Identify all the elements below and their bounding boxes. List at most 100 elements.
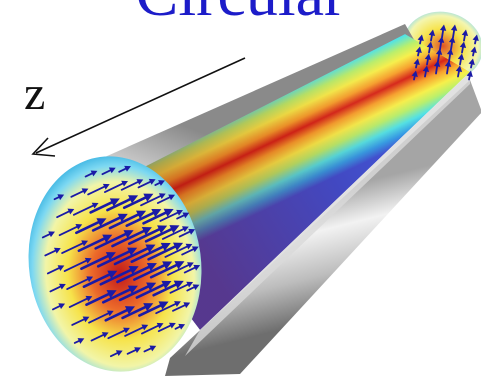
- velocity-arrow-head: [446, 48, 454, 55]
- velocity-arrow-shaft: [96, 248, 134, 268]
- velocity-arrow-head: [102, 234, 113, 243]
- velocity-arrow-head: [176, 209, 183, 216]
- velocity-arrow-shaft: [71, 318, 86, 326]
- velocity-arrow-shaft: [61, 241, 85, 255]
- velocity-arrow-head: [102, 183, 110, 190]
- velocity-arrow-head: [117, 213, 128, 222]
- velocity-arrow-head: [169, 225, 180, 234]
- velocity-arrow-shaft: [111, 228, 149, 248]
- velocity-arrow-shaft: [101, 169, 113, 176]
- velocity-arrow-head: [90, 170, 98, 177]
- velocity-arrow-shaft: [156, 196, 172, 204]
- velocity-arrow-shaft: [87, 185, 107, 196]
- velocity-arrow-head: [444, 60, 452, 67]
- velocity-arrow-shaft: [161, 227, 186, 240]
- velocity-arrow-shaft: [80, 253, 113, 271]
- velocity-arrow-head: [85, 295, 93, 302]
- velocity-arrow-head: [191, 246, 199, 253]
- velocity-arrow-shaft: [70, 189, 85, 198]
- velocity-arrow-shaft: [108, 211, 143, 230]
- velocity-arrow-head: [143, 193, 154, 202]
- velocity-arrow-head: [183, 302, 191, 309]
- velocity-arrow-shaft: [125, 210, 159, 227]
- velocity-arrow-shaft: [159, 211, 180, 222]
- velocity-arrow-head: [186, 281, 194, 288]
- velocity-arrow-head: [173, 242, 184, 251]
- velocity-arrow-head: [136, 210, 147, 219]
- pipe-wall-outer: [165, 72, 481, 376]
- velocity-arrow-shaft: [82, 271, 115, 288]
- velocity-arrow-shaft: [169, 283, 190, 294]
- velocity-arrow-shaft: [439, 40, 443, 51]
- velocity-arrow-head: [141, 227, 152, 236]
- velocity-arrow-head: [124, 306, 135, 315]
- velocity-arrow-head: [188, 228, 196, 235]
- velocity-arrow-shaft: [94, 231, 131, 250]
- velocity-arrow-shaft: [435, 64, 439, 75]
- velocity-arrow-shaft: [88, 312, 111, 324]
- velocity-arrow-shaft: [157, 324, 173, 333]
- velocity-arrow-head: [168, 194, 176, 201]
- velocity-arrow-head: [124, 165, 131, 172]
- velocity-arrow-head: [149, 345, 157, 352]
- velocity-arrow-head: [415, 46, 422, 54]
- velocity-arrow-shaft: [107, 329, 127, 340]
- velocity-arrow-head: [127, 247, 138, 256]
- front-velocity-arrows: [41, 165, 201, 358]
- velocity-arrow-shaft: [172, 303, 187, 312]
- velocity-arrow-shaft: [176, 214, 186, 220]
- velocity-arrow-shaft: [124, 326, 145, 337]
- velocity-arrow-shaft: [120, 180, 140, 191]
- z-axis-arrow: [31, 57, 246, 157]
- velocity-arrow-shaft: [441, 28, 445, 39]
- velocity-arrow-head: [426, 41, 434, 48]
- velocity-arrow-head: [450, 24, 458, 31]
- velocity-arrow-shaft: [77, 235, 110, 253]
- velocity-arrow-shaft: [137, 180, 152, 189]
- velocity-arrow-shaft: [181, 247, 196, 256]
- velocity-arrow-head: [128, 195, 139, 204]
- velocity-arrow-head: [411, 70, 418, 78]
- velocity-arrow-head: [77, 338, 85, 344]
- velocity-arrow-shaft: [72, 204, 95, 216]
- velocity-arrow-shaft: [463, 33, 467, 42]
- velocity-arrow-shaft: [155, 302, 178, 315]
- velocity-arrow-head: [115, 350, 123, 357]
- velocity-arrow-head: [158, 301, 169, 310]
- velocity-arrow-shaft: [121, 304, 151, 320]
- velocity-arrow-head: [178, 323, 186, 330]
- velocity-arrow-shaft: [85, 291, 114, 306]
- velocity-arrow-head: [146, 262, 157, 272]
- velocity-arrow-head: [82, 316, 90, 323]
- velocity-arrow-head: [128, 266, 139, 275]
- velocity-arrow-shaft: [63, 259, 89, 272]
- velocity-arrow-head: [57, 265, 65, 272]
- velocity-arrow-shaft: [452, 28, 456, 39]
- velocity-arrow-head: [468, 58, 475, 66]
- velocity-arrow-head: [146, 282, 157, 291]
- figure-title: Circular: [0, 0, 481, 26]
- velocity-arrow-shaft: [135, 281, 169, 299]
- velocity-arrow-head: [192, 284, 200, 291]
- far-velocity-arrows: [411, 24, 479, 81]
- velocity-arrow-head: [439, 24, 447, 31]
- velocity-arrow-shaft: [142, 209, 171, 225]
- velocity-arrow-shaft: [428, 45, 432, 54]
- velocity-arrow-shaft: [75, 219, 104, 235]
- velocity-arrow-head: [193, 264, 201, 271]
- velocity-arrow-shaft: [103, 182, 125, 194]
- velocity-arrow-head: [123, 230, 134, 239]
- velocity-arrow-head: [437, 36, 445, 43]
- velocity-arrow-head: [57, 194, 65, 201]
- velocity-arrow-shaft: [147, 243, 180, 261]
- velocity-arrow-head: [185, 243, 193, 250]
- velocity-arrow-head: [145, 244, 156, 253]
- velocity-arrow-shaft: [133, 262, 170, 281]
- velocity-arrow-head: [424, 53, 432, 60]
- velocity-arrow-shaft: [84, 172, 94, 178]
- velocity-arrow-shaft: [130, 243, 168, 263]
- velocity-arrow-head: [53, 247, 61, 254]
- velocity-arrow-head: [448, 36, 456, 43]
- velocity-arrow-head: [187, 262, 194, 268]
- velocity-arrow-shaft: [127, 226, 164, 245]
